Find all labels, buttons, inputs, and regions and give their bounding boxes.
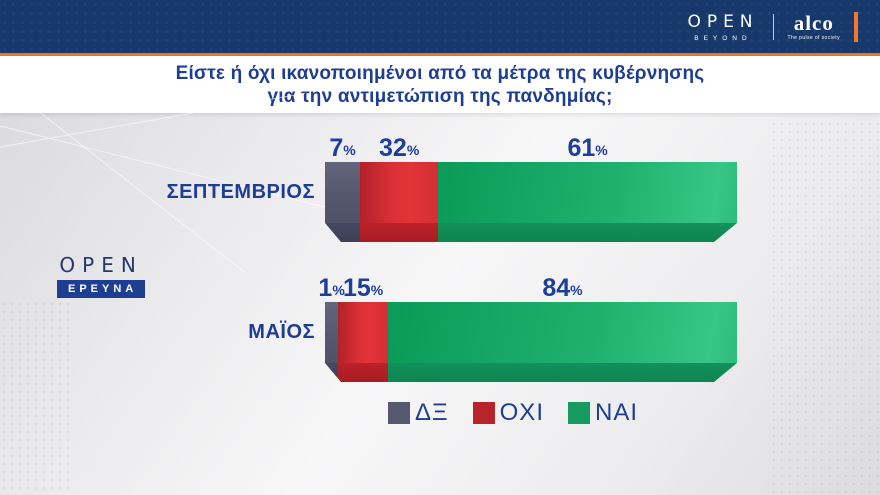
alco-logo-text: alco [793, 10, 834, 35]
value-labels-may: 1% 15% 84% [318, 274, 737, 302]
watermark-ereyna-badge: ΕΡΕΥΝΑ [57, 280, 146, 298]
legend-chip-nai [567, 402, 590, 424]
halftone-dots [0, 300, 70, 495]
bevel-segment-dk [325, 363, 338, 382]
value-label-dk: 7% [329, 134, 356, 162]
value-labels-september: 7% 32% 61% [325, 135, 737, 161]
legend-item-dk: ΔΞ [388, 399, 449, 427]
bar-segment-dk [325, 162, 361, 223]
beyond-logo-text: BEYOND [694, 34, 752, 42]
value-label-oxi: 32% [379, 134, 420, 162]
bar-segment-oxi [338, 302, 389, 363]
logo-divider [772, 13, 774, 40]
orange-divider [854, 11, 858, 42]
title-line-1: Είστε ή όχι ικανοποιημένοι από τα μέτρα … [175, 62, 705, 84]
legend-chip-oxi [472, 402, 495, 424]
open-logo-text: OPEN [687, 11, 759, 32]
value-label-nai: 84% [542, 274, 583, 302]
legend-chip-dk [388, 402, 410, 424]
orange-accent-line [0, 53, 880, 56]
alco-tagline: The pulse of society [787, 34, 840, 41]
research-watermark: OPEN ΕΡΕΥΝΑ [57, 253, 146, 298]
bar-segment-dk [325, 302, 339, 363]
bevel-segment-oxi [338, 363, 388, 382]
bar-september [325, 162, 737, 223]
background-streak [0, 118, 378, 221]
alco-logo: alco The pulse of society [787, 10, 840, 41]
watermark-open-text: OPEN [59, 253, 143, 277]
bar-segment-nai [438, 162, 737, 223]
bevel-segment-nai [438, 223, 737, 242]
halftone-dots [770, 120, 880, 495]
legend-item-oxi: ΟΧΙ [472, 399, 544, 427]
title-line-2: για την αντιμετώπιση της πανδημίας; [267, 85, 613, 107]
bar-may [325, 302, 737, 363]
bevel-segment-nai [388, 363, 737, 382]
legend-label-nai: ΝΑΙ [594, 399, 638, 426]
value-label-nai: 61% [567, 134, 608, 162]
brand-bar: OPEN BEYOND alco The pulse of society [0, 0, 880, 53]
legend-item-nai: ΝΑΙ [567, 399, 638, 427]
bar-september-bevel [325, 223, 737, 242]
category-label-may: ΜΑΪΟΣ [248, 321, 315, 343]
value-label-oxi: 15% [342, 274, 384, 302]
open-beyond-logo: OPEN BEYOND [687, 12, 758, 42]
question-title: Είστε ή όχι ικανοποιημένοι από τα μέτρα … [0, 56, 880, 113]
bevel-segment-oxi [360, 223, 438, 242]
category-label-september: ΣΕΠΤΕΜΒΡΙΟΣ [166, 181, 315, 203]
bevel-segment-dk [325, 223, 360, 242]
value-label-dk: 1% [318, 274, 345, 302]
bar-may-bevel [325, 363, 737, 382]
legend: ΔΞ ΟΧΙ ΝΑΙ [388, 399, 638, 427]
legend-label-dk: ΔΞ [415, 399, 449, 426]
bar-segment-nai [388, 302, 737, 363]
legend-label-oxi: ΟΧΙ [499, 399, 544, 426]
brand-logos: OPEN BEYOND alco The pulse of society [687, 0, 858, 53]
bar-segment-oxi [360, 162, 439, 223]
